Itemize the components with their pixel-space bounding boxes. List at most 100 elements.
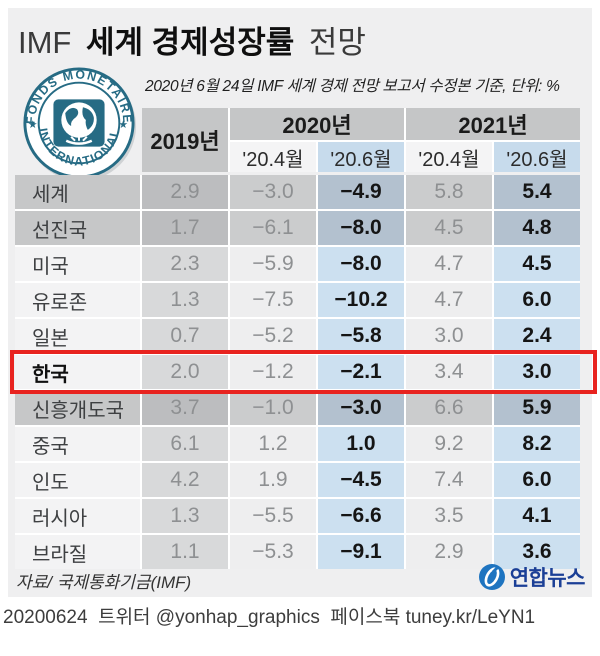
- cell-value: 4.8: [494, 211, 580, 245]
- table-row-advanced: 선진국 1.7 −6.1 −8.0 4.5 4.8: [15, 211, 580, 245]
- cell-value: 6.1: [142, 427, 228, 461]
- cell-value: 4.5: [494, 247, 580, 281]
- cell-value: −10.2: [318, 283, 404, 317]
- table-row-russia: 러시아 1.3 −5.5 −6.6 3.5 4.1: [15, 499, 580, 533]
- row-label: 신흥개도국: [15, 391, 140, 425]
- cell-value: 0.7: [142, 319, 228, 353]
- title-suffix: 전망: [308, 25, 366, 60]
- cell-value: 1.3: [142, 499, 228, 533]
- cell-value: −4.9: [318, 175, 404, 209]
- cell-value: −5.9: [230, 247, 316, 281]
- cell-value: 2.9: [142, 175, 228, 209]
- cell-value: −6.1: [230, 211, 316, 245]
- table-row-korea: 한국 2.0 −1.2 −2.1 3.4 3.0: [15, 355, 580, 389]
- col-subheader-2021-jun: '20.6월: [494, 142, 580, 172]
- title-main: 세계 경제성장률: [86, 25, 295, 60]
- cell-value: −4.5: [318, 463, 404, 497]
- cell-value: −2.1: [318, 355, 404, 389]
- row-label: 브라질: [15, 535, 140, 569]
- cell-value: 3.4: [406, 355, 492, 389]
- table-row-eurozone: 유로존 1.3 −7.5 −10.2 4.7 6.0: [15, 283, 580, 317]
- cell-value: −9.1: [318, 535, 404, 569]
- table-row-us: 미국 2.3 −5.9 −8.0 4.7 4.5: [15, 247, 580, 281]
- cell-value: −3.0: [318, 391, 404, 425]
- cell-value: 2.0: [142, 355, 228, 389]
- table-row-japan: 일본 0.7 −5.2 −5.8 3.0 2.4: [15, 319, 580, 353]
- cell-value: 1.7: [142, 211, 228, 245]
- source-note: 자료/ 국제통화기금(IMF): [16, 573, 192, 592]
- cell-value: 1.0: [318, 427, 404, 461]
- table-row-china: 중국 6.1 1.2 1.0 9.2 8.2: [15, 427, 580, 461]
- col-header-2019: 2019년: [142, 108, 228, 172]
- page-title: IMF 세계 경제성장률 전망: [18, 17, 366, 62]
- cell-value: 3.0: [494, 355, 580, 389]
- yonhap-logo: 연합뉴스: [478, 562, 586, 592]
- infographic-panel: IMF 세계 경제성장률 전망 FONDS MONETAIRE INTERNAT…: [8, 8, 597, 597]
- row-label: 한국: [15, 355, 140, 389]
- cell-value: −8.0: [318, 247, 404, 281]
- row-label: 중국: [15, 427, 140, 461]
- cell-value: 6.0: [494, 283, 580, 317]
- yonhap-logo-icon: [478, 564, 505, 590]
- col-subheader-2020-apr: '20.4월: [230, 142, 316, 172]
- cell-value: 1.9: [230, 463, 316, 497]
- row-label: 세계: [15, 175, 140, 209]
- cell-value: −5.2: [230, 319, 316, 353]
- col-subheader-2020-jun: '20.6월: [318, 142, 404, 172]
- credit-line: 20200624 트위터 @yonhap_graphics 페이스북 tuney…: [3, 607, 536, 628]
- cell-value: 1.1: [142, 535, 228, 569]
- cell-value: −8.0: [318, 211, 404, 245]
- cell-value: 7.4: [406, 463, 492, 497]
- table-body: 세계 2.9 −3.0 −4.9 5.8 5.4 선진국 1.7 −6.1 −8.0 4.5 4.8 미…: [15, 175, 580, 569]
- cell-value: 4.5: [406, 211, 492, 245]
- cell-value: 2.4: [494, 319, 580, 353]
- col-group-2021: 2021년: [406, 108, 580, 140]
- cell-value: 1.3: [142, 283, 228, 317]
- row-label: 미국: [15, 247, 140, 281]
- col-group-2020: 2020년: [230, 108, 404, 140]
- cell-value: −1.2: [230, 355, 316, 389]
- row-label: 유로존: [15, 283, 140, 317]
- row-label: 일본: [15, 319, 140, 353]
- cell-value: 5.4: [494, 175, 580, 209]
- col-subheader-2021-apr: '20.4월: [406, 142, 492, 172]
- cell-value: −5.5: [230, 499, 316, 533]
- cell-value: 8.2: [494, 427, 580, 461]
- cell-value: 4.7: [406, 247, 492, 281]
- cell-value: 3.7: [142, 391, 228, 425]
- cell-value: 5.9: [494, 391, 580, 425]
- row-label: 선진국: [15, 211, 140, 245]
- cell-value: 5.8: [406, 175, 492, 209]
- cell-value: 2.9: [406, 535, 492, 569]
- row-label: 러시아: [15, 499, 140, 533]
- table-row-brazil: 브라질 1.1 −5.3 −9.1 2.9 3.6: [15, 535, 580, 569]
- cell-value: −5.8: [318, 319, 404, 353]
- cell-value: 6.0: [494, 463, 580, 497]
- cell-value: 3.6: [494, 535, 580, 569]
- table-row-world: 세계 2.9 −3.0 −4.9 5.8 5.4: [15, 175, 580, 209]
- yonhap-logo-text: 연합뉴스: [509, 567, 586, 590]
- cell-value: 4.7: [406, 283, 492, 317]
- table-row-emerging: 신흥개도국 3.7 −1.0 −3.0 6.6 5.9: [15, 391, 580, 425]
- cell-value: −1.0: [230, 391, 316, 425]
- subtitle-note: 2020년 6월 24일 IMF 세계 경제 전망 보고서 수정본 기준, 단위…: [145, 78, 560, 95]
- cell-value: 6.6: [406, 391, 492, 425]
- cell-value: −5.3: [230, 535, 316, 569]
- table-header: 2019년 2020년 2021년 '20.4월 '20.6월 '20.4월 '…: [142, 108, 580, 172]
- cell-value: 1.2: [230, 427, 316, 461]
- cell-value: 2.3: [142, 247, 228, 281]
- cell-value: 4.1: [494, 499, 580, 533]
- cell-value: 4.2: [142, 463, 228, 497]
- cell-value: −6.6: [318, 499, 404, 533]
- cell-value: −3.0: [230, 175, 316, 209]
- imf-seal-logo: FONDS MONETAIRE INTERNATIONAL ★ ★: [23, 67, 137, 182]
- cell-value: 3.0: [406, 319, 492, 353]
- title-prefix: IMF: [18, 25, 72, 60]
- cell-value: 3.5: [406, 499, 492, 533]
- table-row-india: 인도 4.2 1.9 −4.5 7.4 6.0: [15, 463, 580, 497]
- cell-value: −7.5: [230, 283, 316, 317]
- seal-star-left: ★: [28, 119, 38, 131]
- row-label: 인도: [15, 463, 140, 497]
- cell-value: 9.2: [406, 427, 492, 461]
- seal-star-right: ★: [118, 119, 128, 131]
